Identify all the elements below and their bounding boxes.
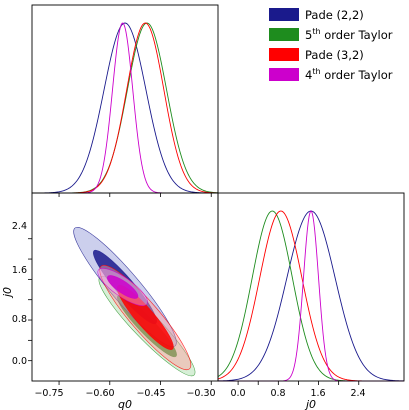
j0-y-tick-label: 2.4: [12, 221, 27, 232]
q0-axis-label: q0: [118, 398, 132, 410]
q0-marginal-curve: [32, 22, 218, 194]
j0-marginal-axes: [217, 192, 405, 382]
q0-tick-label: −0.75: [34, 388, 63, 399]
axis-ticks: [28, 193, 360, 385]
legend-swatch: [269, 28, 299, 41]
j0-x-tick-label: 2.4: [350, 388, 365, 399]
legend: Pade (2,2) 5th order Taylor Pade (3,2) 4…: [269, 8, 393, 82]
j0-y-tick-label: 0.8: [12, 314, 27, 325]
j0-y-axis-label: j0: [1, 287, 14, 299]
j0-marginal-curve: [217, 210, 404, 382]
j0-x-tick-label: 0.8: [270, 388, 285, 399]
legend-label: Pade (3,2): [305, 48, 364, 62]
legend-swatch: [269, 68, 299, 81]
j0-x-tick-label: 0.0: [230, 388, 245, 399]
legend-swatch: [269, 8, 299, 21]
q0-tick-label: −0.30: [186, 388, 215, 399]
j0-y-tick-label: 0.0: [12, 356, 27, 367]
q0-marginal-curve: [32, 22, 219, 194]
legend-swatch: [269, 48, 299, 61]
legend-label: Pade (2,2): [305, 8, 364, 22]
q0-tick-label: −0.45: [136, 388, 165, 399]
j0-x-tick-label: 1.6: [310, 388, 325, 399]
q0-marginal-curve: [32, 22, 219, 194]
j0-x-axis-label: j0: [304, 398, 316, 410]
contour-inner: [107, 275, 139, 299]
legend-label: 5th order Taylor: [305, 27, 393, 42]
q0-j0-contours: [73, 227, 196, 377]
legend-label: 4th order Taylor: [305, 67, 393, 82]
j0-y-tick-label: 1.6: [12, 265, 27, 276]
q0-marginal-curve: [32, 22, 218, 194]
q0-tick-label: −0.60: [85, 388, 114, 399]
